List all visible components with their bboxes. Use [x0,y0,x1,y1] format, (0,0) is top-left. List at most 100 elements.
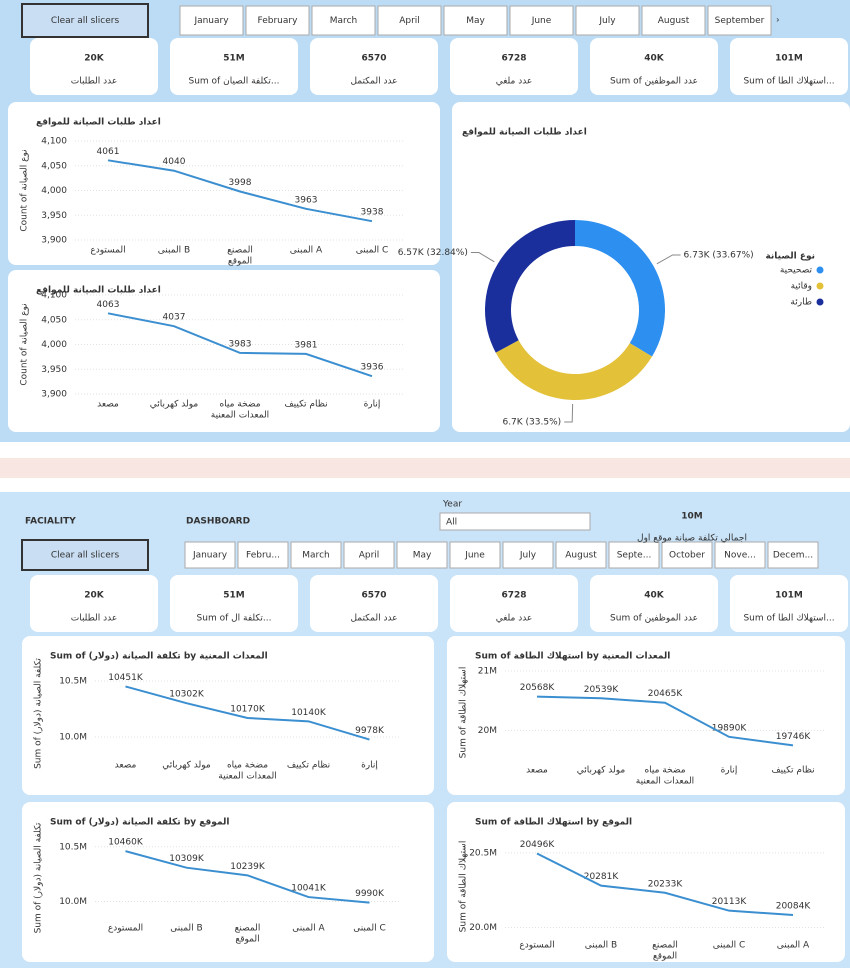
month-label[interactable]: July [598,16,616,26]
y-tick-label: 3,900 [41,236,67,246]
month-button[interactable] [714,541,766,569]
month-label[interactable]: February [258,16,299,26]
month-button[interactable] [290,541,342,569]
month-label[interactable]: April [399,16,420,26]
data-label: 6.7K (33.5%) [502,417,561,427]
card [8,270,440,432]
kpi-label: Sum of عدد الموظفين [610,77,698,87]
year-dropdown[interactable] [439,512,591,531]
kpi-label: Sum of عدد الموظفين [610,614,698,624]
data-label: 10451K [108,673,144,683]
month-button[interactable] [707,5,772,36]
month-button[interactable] [377,5,442,36]
y-tick-label: 4,000 [41,186,67,196]
card [170,575,298,632]
x-axis-label: الموقع [653,952,677,962]
leader-line [564,403,574,423]
y-axis-label: Sum of تكلفة الصيانة (دولار) [34,822,44,933]
month-label[interactable]: January [192,551,228,561]
card [730,575,848,632]
x-tick-label: نظام تكييف [771,766,814,776]
month-button[interactable] [767,541,819,569]
legend-marker [816,282,824,290]
line [125,850,370,904]
data-label: 4061 [97,147,120,157]
month-label[interactable]: March [302,551,329,561]
month-button[interactable] [237,541,289,569]
month-label[interactable]: August [565,551,597,561]
month-button[interactable] [443,5,508,36]
x-tick-label: المستودع [90,246,125,256]
month-label[interactable]: Septe... [617,551,652,561]
month-label[interactable]: Decem... [773,551,813,561]
x-tick-label: مصعد [115,761,137,771]
month-button[interactable] [245,5,310,36]
kpi-label: عدد الطلبات [71,77,118,87]
data-label: 3983 [229,339,252,349]
month-label[interactable]: September [715,16,765,26]
chevron[interactable]: › [776,16,780,26]
month-button[interactable] [343,541,395,569]
month-label[interactable]: April [359,551,380,561]
chart-title: اعداد طلبات الصيانة للمواقع [36,286,161,296]
month-button[interactable] [396,541,448,569]
card [30,38,158,95]
month-button[interactable] [555,541,607,569]
data-label: 10041K [291,884,327,894]
month-label[interactable]: July [519,551,537,561]
month-label[interactable]: October [669,551,705,561]
month-label[interactable]: Nove... [724,551,756,561]
x-tick-label: المصنع [227,246,253,256]
month-label[interactable]: Febru... [246,551,280,561]
data-label: 20233K [648,879,684,889]
month-button[interactable] [502,541,554,569]
data-label: 4040 [163,157,186,167]
clear-slicers-button[interactable] [21,539,149,571]
kpi-label: Sum of استهلاك الطا... [743,77,834,87]
month-button[interactable] [608,541,660,569]
month-button[interactable] [575,5,640,36]
y-tick-label: 20M [478,726,497,736]
year-value[interactable]: All [446,518,457,528]
data-label: 20496K [520,840,556,850]
month-label[interactable]: May [466,16,485,26]
title-part2: DASHBOARD [186,517,250,527]
kpi-label: Sum of استهلاك الطا... [743,614,834,624]
month-label[interactable]: June [531,16,552,26]
clear-slicers-label[interactable]: Clear all slicers [51,551,120,561]
kpi-value: 40K [644,591,665,601]
month-button[interactable] [311,5,376,36]
leader-line [656,254,681,265]
y-tick-label: 4,050 [41,315,67,325]
month-button[interactable] [184,541,236,569]
month-label[interactable]: June [464,551,485,561]
data-label: 3963 [295,195,318,205]
month-button[interactable] [661,541,713,569]
month-label[interactable]: August [658,16,690,26]
data-label: 19746K [776,732,812,742]
y-tick-label: 4,100 [41,291,67,301]
month-label[interactable]: March [330,16,357,26]
data-label: 3936 [361,363,384,373]
month-button[interactable] [449,541,501,569]
x-tick-label: المبنى A [290,246,323,256]
x-axis-label: المعدات المعنية [636,777,694,787]
x-axis-label: الموقع [228,257,252,267]
data-label: 20113K [712,897,748,907]
legend-marker [816,266,824,274]
x-tick-label: المبنى A [292,924,325,934]
clear-slicers-label[interactable]: Clear all slicers [51,16,120,26]
month-label[interactable]: May [413,551,432,561]
month-button[interactable] [641,5,706,36]
month-button[interactable] [179,5,244,36]
clear-slicers-button[interactable] [21,3,149,38]
month-label[interactable]: January [193,16,229,26]
x-tick-label: المصنع [235,924,261,934]
data-label: 10302K [169,690,205,700]
chart-title: اعداد طلبات الصيانة للمواقع [462,128,587,138]
separator-band [0,458,850,478]
month-button[interactable] [509,5,574,36]
x-tick-label: المبنى B [585,941,617,951]
